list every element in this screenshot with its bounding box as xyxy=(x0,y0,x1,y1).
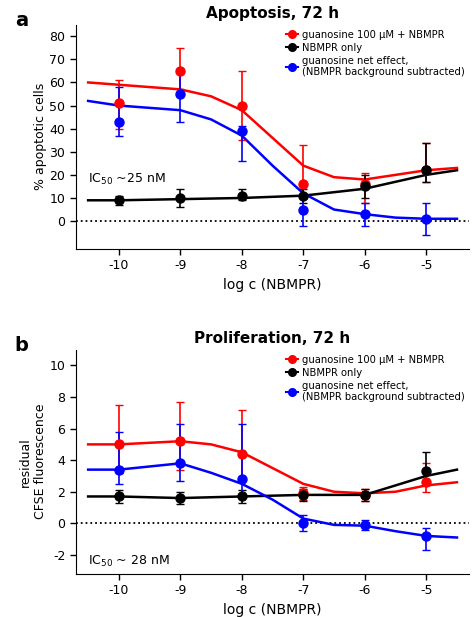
Text: IC$_{50}$ ~25 nM: IC$_{50}$ ~25 nM xyxy=(88,172,166,187)
X-axis label: log c (NBMPR): log c (NBMPR) xyxy=(223,278,322,292)
Legend: guanosine 100 μM + NBMPR, NBMPR only, guanosine net effect,
(NBMPR background su: guanosine 100 μM + NBMPR, NBMPR only, gu… xyxy=(282,26,468,81)
Y-axis label: % apoptotic cells: % apoptotic cells xyxy=(34,83,46,191)
Text: IC$_{50}$ ~ 28 nM: IC$_{50}$ ~ 28 nM xyxy=(88,553,170,569)
X-axis label: log c (NBMPR): log c (NBMPR) xyxy=(223,603,322,617)
Title: Apoptosis, 72 h: Apoptosis, 72 h xyxy=(206,6,339,21)
Y-axis label: residual
CFSE fluorescence: residual CFSE fluorescence xyxy=(19,404,47,520)
Text: b: b xyxy=(15,336,29,355)
Title: Proliferation, 72 h: Proliferation, 72 h xyxy=(194,331,351,346)
Legend: guanosine 100 μM + NBMPR, NBMPR only, guanosine net effect,
(NBMPR background su: guanosine 100 μM + NBMPR, NBMPR only, gu… xyxy=(282,350,468,406)
Text: a: a xyxy=(15,11,28,30)
